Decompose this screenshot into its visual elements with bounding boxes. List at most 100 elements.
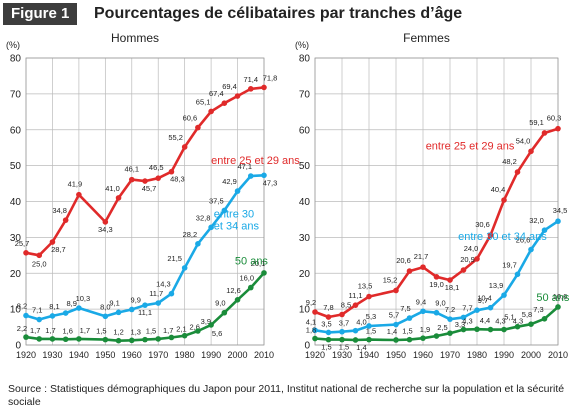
data-point [36,316,43,323]
data-label: 59,1 [529,118,544,127]
data-point [62,217,69,223]
data-label: 28,2 [183,230,198,239]
data-label: 1,3 [131,327,141,336]
data-label: 8,2 [17,302,27,311]
data-point [115,195,122,201]
data-point [433,274,440,280]
charts-container: Hommes (%) 0 10 20 30 40 50 60 70 80 1920 1930 1940 19… [0,28,584,378]
data-point [247,284,254,291]
data-label: 4,3 [513,317,523,326]
data-point [501,197,507,203]
data-label: 20,9 [460,255,475,264]
x-tick-label: 1940 [359,350,379,360]
x-tick-label: 2000 [521,350,541,360]
data-label: 5,6 [212,329,222,338]
chart-title: Femmes [403,31,450,45]
chart-title: Hommes [111,31,159,45]
data-point [325,314,332,320]
data-label: 55,2 [168,133,183,142]
data-label: 71,4 [243,75,258,84]
data-point [208,108,214,115]
x-tick-label: 1940 [69,350,89,360]
data-point [339,336,345,343]
data-label: 37,5 [209,196,224,205]
data-point [221,207,228,214]
series-red: 9,2 7,8 8,511,113,5 15,2 20,6 21,7 19,0 18,1 20,… [306,114,561,320]
data-point [261,172,267,179]
data-label: 8,1 [49,302,59,311]
data-point [76,305,82,311]
data-label: 8,5 [341,301,351,310]
x-tick-label: 1950 [386,350,406,360]
data-label: 1,9 [420,325,430,334]
data-label: 1,5 [366,327,376,336]
data-label: 9,9 [131,295,141,304]
data-point [36,336,43,342]
data-point [501,326,507,333]
x-tick-label: 1980 [175,350,195,360]
x-tick-label: 1920 [16,350,36,360]
y-tick-label: 30 [10,233,22,244]
y-tick-label: 30 [299,233,311,244]
data-point [102,336,109,343]
data-point [555,304,561,310]
data-label: 1,7 [45,326,55,335]
data-label: 46,1 [124,165,139,174]
data-point [541,227,548,233]
data-point [366,336,372,343]
data-label: 15,2 [383,275,398,284]
data-label: 26,6 [516,236,531,245]
data-point [528,148,534,155]
data-label: 25,0 [32,259,47,268]
x-tick-label: 1970 [440,350,460,360]
data-point [181,144,188,150]
y-axis-unit-label: (%) [295,40,309,50]
data-point [62,310,69,316]
data-point [181,332,188,339]
data-point [168,290,175,297]
chart-panel-1: Hommes (%) 0 10 20 30 40 50 60 70 80 1920 1930 1940 19… [6,31,300,360]
data-label: 3,3 [455,320,465,329]
data-point [49,313,56,319]
data-point [420,264,426,270]
y-tick-label: 0 [15,341,21,352]
series-name-label: entre 30 et 34 ans [214,209,260,233]
data-label: 45,7 [142,184,157,193]
data-label: 34,8 [52,206,67,215]
series-blue: 4,1 3,5 3,7 4,05,3 5,77,5 9,4 9,07,2 7,7 9,710,4… [306,206,567,336]
data-point [487,326,494,333]
data-point [142,336,148,343]
data-point [474,307,480,314]
y-tick-label: 20 [10,269,22,280]
data-point [393,287,399,294]
data-point [62,336,69,343]
data-label: 47,3 [263,178,278,187]
y-tick-label: 80 [10,54,22,65]
data-label: 30,6 [475,220,490,229]
data-point [325,329,332,336]
data-point [406,336,413,343]
x-tick-label: 1960 [413,350,433,360]
data-point [195,124,201,131]
data-label: 69,4 [222,82,237,91]
y-tick-label: 20 [299,269,311,280]
data-point [433,309,440,316]
data-point [195,241,201,247]
data-label: 4,1 [306,317,316,326]
data-point [555,218,561,225]
y-tick-label: 10 [299,305,311,316]
data-point [474,326,480,333]
data-label: 4,0 [356,318,366,327]
y-tick-label: 60 [10,125,22,136]
data-label: 9,7 [478,296,488,305]
series-name-label: 50 ans [235,255,269,267]
data-point [460,326,467,333]
data-label: 54,0 [516,136,531,145]
data-point [352,337,359,343]
data-point [76,336,82,342]
data-label: 7,5 [400,304,410,313]
data-label: 60,6 [183,114,198,123]
data-label: 7,7 [462,303,472,312]
data-label: 2,6 [189,323,199,332]
data-point [312,327,318,334]
